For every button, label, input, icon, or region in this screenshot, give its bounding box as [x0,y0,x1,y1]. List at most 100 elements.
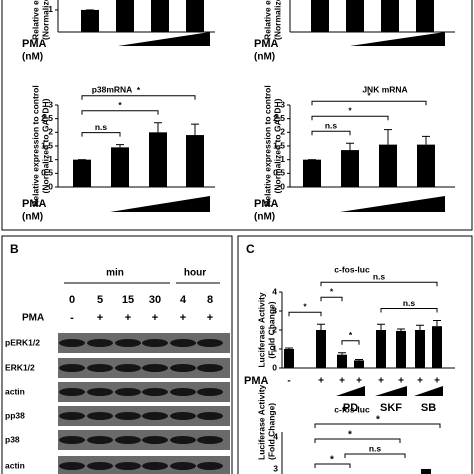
x-axis-label: PMA [244,375,269,387]
y-tick-label: 2.5 [41,113,53,123]
error-bar [377,323,385,330]
error-bar [355,358,363,361]
pma-sign: + [125,312,131,324]
y-tick-label: 0 [280,181,285,191]
blot-band [115,388,141,396]
panel-label: C [246,242,255,256]
y-tick-label: 0 [272,362,277,372]
x-tick-label: + [339,376,345,387]
bar [396,330,406,368]
y-axis-label: Luciferase Activity [256,292,266,368]
bracket-label: n.s [325,121,338,131]
error-bar [338,352,346,355]
bracket [341,340,360,345]
blot-band [115,364,141,372]
dose-ramp [110,196,210,212]
y-axis-label: (Normalized to GAPDH) [272,98,282,193]
x-tick-label: + [398,376,404,387]
blot-band [59,339,85,347]
time-label: 15 [122,294,134,306]
y-axis-label: (Fold Change) [266,403,276,460]
blot-band [197,412,223,420]
bar [73,159,91,187]
pma-sign: + [97,312,103,324]
blot-band [197,364,223,372]
y-axis-label: Luciferase Activity [256,384,266,460]
x-tick-label: - [287,376,290,387]
bracket [81,95,196,100]
bar [346,0,364,32]
group-label: SKF [380,402,402,414]
error-bar [433,320,441,327]
blot-band [170,364,196,372]
bar [337,354,347,368]
bar [316,330,326,368]
y-axis-label: Relative expression to control [262,85,272,206]
bracket-label: n.s [373,272,386,282]
bracket [320,296,343,302]
y-tick-label: 3 [272,305,277,315]
y-tick-label: 4 [273,431,278,441]
blot-band [142,388,168,396]
dose-ramp [375,386,407,396]
bracket-label: n.s [369,443,382,453]
bar [303,159,321,187]
x-axis-label: PMA [22,198,47,210]
bar [417,144,435,187]
y-tick-label: 1 [48,4,53,14]
y-tick-label: 1.5 [273,140,285,150]
y-axis-label: (Normalized to GAPDH) [272,0,282,40]
blot-band [59,364,85,372]
y-tick-label: 1 [48,154,53,164]
dose-ramp [414,386,443,396]
blot-band [59,462,85,470]
bracket [311,100,427,106]
bar [416,0,434,32]
error-bar [384,129,392,145]
bracket-label: * [330,455,334,466]
blot-band [142,339,168,347]
bar [186,135,204,187]
bar [354,360,364,368]
blot-row-label: actin [5,460,25,470]
time-unit: hour [184,268,206,279]
pma-sign: - [70,312,74,324]
x-tick-label: + [434,376,440,387]
blot-band [87,388,113,396]
y-tick-label: 1.5 [41,140,53,150]
panel-b-frame [1,235,233,474]
bar [415,330,425,368]
blot-band [59,436,85,444]
blot-band [87,436,113,444]
y-tick-label: 3 [273,463,278,473]
x-tick-label: + [378,376,384,387]
bar [284,349,294,368]
bar [341,150,359,187]
blot-row-label: p38 [5,434,20,444]
bracket [320,281,438,287]
bracket-label: * [349,330,353,340]
blot-band [87,412,113,420]
chart-title: c-fos-luc [334,404,370,414]
bracket [314,423,441,428]
y-tick-label: 2.5 [273,113,285,123]
blot-band [115,412,141,420]
bar [116,0,134,32]
blot-band [170,436,196,444]
blot-band [197,388,223,396]
bracket [288,311,322,317]
x-tick-label: + [417,376,423,387]
time-label: 30 [149,294,161,306]
bracket-label: * [137,85,141,95]
bracket [344,453,406,458]
error-bar [191,123,199,136]
pma-label: PMA [22,313,44,324]
time-label: 0 [69,294,75,306]
bar [111,147,129,187]
x-axis-unit: (nM) [22,212,43,223]
y-axis-label: (Normalized to GAPDH) [40,0,50,40]
error-bar [422,135,430,145]
bracket-label: n.s [403,298,416,308]
blot-band [142,462,168,470]
dose-ramp [340,196,445,212]
